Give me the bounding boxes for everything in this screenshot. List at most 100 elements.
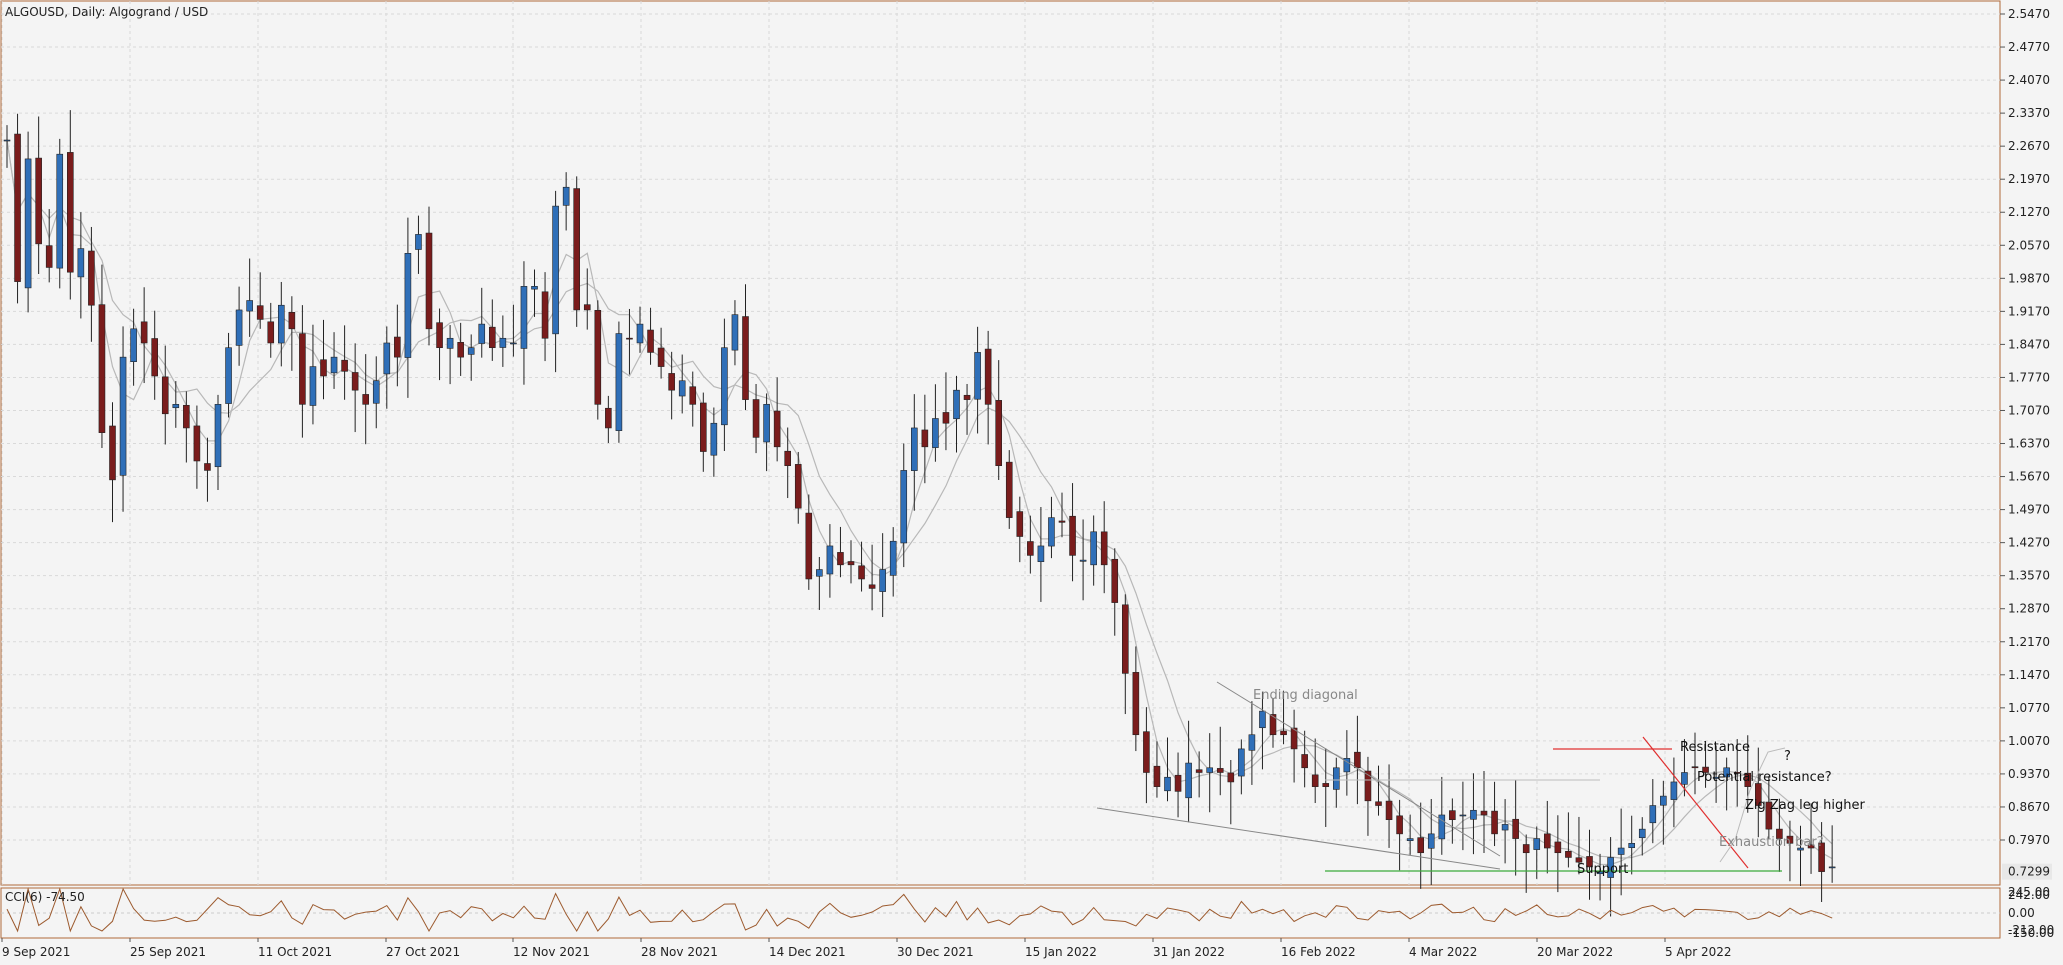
candle-down xyxy=(1396,815,1403,835)
candle-down xyxy=(742,316,749,400)
candle-down xyxy=(1385,800,1393,821)
candle-down xyxy=(299,333,306,405)
candle-down xyxy=(752,399,760,438)
candle-up xyxy=(678,380,686,397)
moving-averages xyxy=(6,139,1833,866)
candle-up xyxy=(467,347,475,355)
y-axis: 2.5470 2.4770 2.4070 2.3370 2.2670 2.1970 2.12… xyxy=(2000,7,2052,880)
candle-up xyxy=(330,356,338,374)
moving-average-line xyxy=(6,139,1833,859)
candle-down xyxy=(1544,833,1551,849)
candle-down xyxy=(320,359,327,377)
candle-down xyxy=(1280,730,1287,736)
candle-down xyxy=(1565,851,1572,858)
x-tick-label: 14 Dec 2021 xyxy=(769,945,846,959)
y-tick-label: 2.3370 xyxy=(2008,106,2050,120)
x-tick-label: 25 Sep 2021 xyxy=(130,945,206,959)
candle-up xyxy=(510,342,517,345)
y-tick-label: 1.2170 xyxy=(2008,635,2050,649)
candle-up xyxy=(1628,843,1635,849)
y-tick-label: 1.4970 xyxy=(2008,503,2050,517)
candle-down xyxy=(1375,801,1382,806)
candle-up xyxy=(383,342,391,375)
candle-up xyxy=(731,314,739,351)
candle-down xyxy=(109,425,116,481)
candle-up xyxy=(816,569,823,577)
annotation-lines xyxy=(1096,681,1786,872)
candle-down xyxy=(1586,856,1593,868)
candle-up xyxy=(1164,776,1171,792)
candle-up xyxy=(1723,767,1730,778)
candle-up xyxy=(1333,767,1340,790)
candle-down xyxy=(668,373,675,391)
candle-up xyxy=(552,205,559,335)
y-tick-label: 2.1970 xyxy=(2008,172,2050,186)
y-tick-label: 1.7070 xyxy=(2008,403,2050,417)
candle-down xyxy=(351,372,359,391)
candle-down xyxy=(1417,837,1424,854)
candle-up xyxy=(1660,795,1667,806)
main-panel-frame xyxy=(0,0,2001,939)
annotation-exhaustion: Exhaustion bar? xyxy=(1719,835,1824,850)
candle-up xyxy=(900,470,908,544)
candle-up xyxy=(415,234,422,250)
candle-down xyxy=(1269,714,1277,736)
candle-up xyxy=(1259,710,1266,729)
candle-up xyxy=(1649,805,1657,824)
candle-down xyxy=(1512,818,1519,839)
candle-down xyxy=(699,402,707,452)
x-tick-label: 20 Mar 2022 xyxy=(1537,945,1613,959)
candle-down xyxy=(689,386,697,405)
y-tick-label: 1.0770 xyxy=(2008,701,2050,715)
candle-down xyxy=(573,188,581,311)
candle-down xyxy=(773,410,781,448)
candle-down xyxy=(267,321,275,344)
candle-down xyxy=(1290,727,1298,750)
candle-down xyxy=(805,512,813,580)
current-price-label: 0.7299 xyxy=(2008,865,2050,879)
candle-up xyxy=(446,337,454,349)
candle-down xyxy=(341,359,348,372)
candle-up xyxy=(56,153,64,269)
diagonal-upper-line xyxy=(1216,681,1501,857)
annotation-ending-diagonal: Ending diagonal xyxy=(1253,688,1358,703)
candle-up xyxy=(214,404,222,468)
candle-down xyxy=(1364,770,1372,802)
projection-path xyxy=(1719,747,1786,863)
current-price-box xyxy=(2002,863,2052,880)
candle-up xyxy=(1638,828,1646,839)
x-tick-label: 5 Apr 2022 xyxy=(1665,945,1732,959)
candle-down xyxy=(288,311,296,330)
candle-down xyxy=(1111,558,1119,603)
y-tick-label: 2.5470 xyxy=(2008,7,2050,21)
cci-tick-label: 242.00 xyxy=(2008,888,2050,902)
candle-up xyxy=(520,286,528,349)
candle-down xyxy=(1755,783,1762,806)
candle-up xyxy=(1079,559,1087,562)
y-tick-label: 1.2870 xyxy=(2008,602,2050,616)
candle-up xyxy=(1533,838,1541,850)
candle-down xyxy=(1143,731,1150,773)
candle-down xyxy=(921,429,929,448)
candle-up xyxy=(172,404,180,409)
candle-up xyxy=(562,186,570,206)
candle-up xyxy=(763,404,770,443)
candle-up xyxy=(1617,847,1625,855)
x-tick-label: 4 Mar 2022 xyxy=(1409,945,1477,959)
candle-down xyxy=(1227,772,1235,783)
candle-up xyxy=(499,337,507,348)
x-tick-label: 27 Oct 2021 xyxy=(386,945,460,959)
candle-down xyxy=(193,425,201,462)
y-tick-label: 1.0070 xyxy=(2008,734,2050,748)
candle-down xyxy=(1480,810,1488,816)
candle-down xyxy=(868,584,876,589)
candle-down xyxy=(1818,842,1825,872)
candle-up xyxy=(879,569,886,592)
candle-down xyxy=(45,245,53,268)
y-tick-label: 1.3570 xyxy=(2008,569,2050,583)
candle-up xyxy=(531,286,538,290)
candle-up xyxy=(24,158,32,289)
diagonal-lower-line xyxy=(1096,807,1501,870)
candle-up xyxy=(1206,767,1213,773)
